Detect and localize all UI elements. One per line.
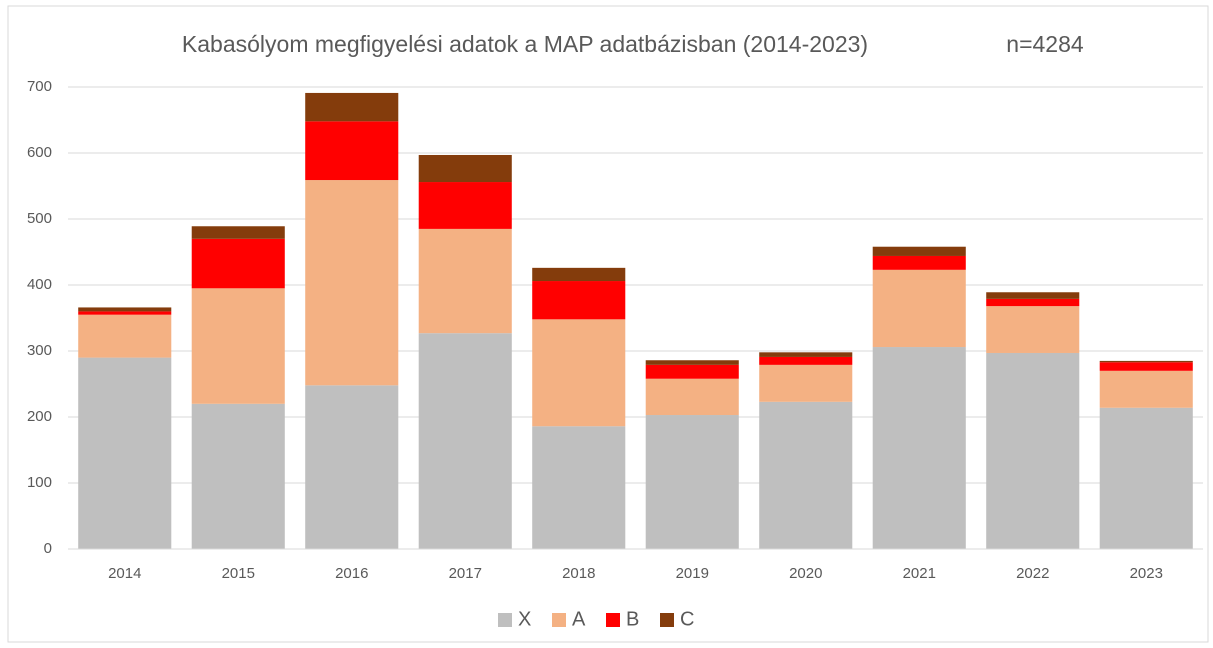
x-tick-label: 2016 (335, 565, 368, 582)
bar-segment (1099, 362, 1193, 371)
bar-segment (305, 121, 399, 181)
y-tick-label: 700 (27, 78, 52, 95)
bar-segment (532, 281, 626, 320)
bar-segment (872, 269, 966, 348)
bar-segment (759, 364, 853, 402)
bar-segment (645, 415, 739, 549)
bar-segment (418, 182, 512, 229)
bar-segment (78, 314, 172, 358)
bar-segment (78, 357, 172, 549)
bar-segment (986, 292, 1080, 299)
legend-swatch (606, 613, 620, 627)
bar-segment (532, 267, 626, 282)
bar-segment (305, 180, 399, 386)
bar-segment (418, 333, 512, 549)
x-tick-label: 2015 (222, 565, 255, 582)
bar-segment (759, 356, 853, 365)
bar-segment (986, 352, 1080, 549)
bar-segment (986, 306, 1080, 353)
bar-segment (1099, 360, 1193, 363)
legend-label: X (518, 608, 531, 630)
bar-segment (305, 92, 399, 122)
bar-segment (872, 255, 966, 270)
bar-segment (986, 298, 1080, 307)
legend-label: A (572, 608, 586, 630)
bar-segment (305, 385, 399, 549)
y-tick-label: 0 (44, 540, 52, 557)
legend-label: B (626, 608, 639, 630)
y-tick-label: 200 (27, 408, 52, 425)
annotation: n=4284 (1006, 31, 1084, 57)
x-tick-label: 2019 (676, 565, 709, 582)
bar-segment (418, 154, 512, 183)
bar-segment (191, 288, 285, 404)
legend-swatch (498, 613, 512, 627)
bar-segment (1099, 407, 1193, 549)
legend-swatch (660, 613, 674, 627)
y-tick-label: 400 (27, 276, 52, 293)
bar-segment (645, 360, 739, 365)
bar-segment (759, 401, 853, 549)
x-tick-label: 2018 (562, 565, 595, 582)
x-tick-label: 2021 (903, 565, 936, 582)
x-tick-label: 2017 (449, 565, 482, 582)
bar-segment (1099, 370, 1193, 408)
y-tick-label: 100 (27, 474, 52, 491)
bar-segment (645, 378, 739, 416)
x-tick-label: 2023 (1130, 565, 1163, 582)
legend-swatch (552, 613, 566, 627)
bar-segment (418, 228, 512, 334)
legend-label: C (680, 608, 694, 630)
bar-segment (78, 307, 172, 312)
y-tick-label: 600 (27, 144, 52, 161)
bar-segment (532, 426, 626, 549)
bar-segment (191, 226, 285, 239)
bar-segment (191, 238, 285, 289)
bar-segment (645, 364, 739, 379)
x-tick-label: 2022 (1016, 565, 1049, 582)
bar-segment (872, 347, 966, 549)
y-tick-label: 300 (27, 342, 52, 359)
chart-title: Kabasólyom megfigyelési adatok a MAP ada… (182, 31, 868, 57)
y-tick-label: 500 (27, 210, 52, 227)
bar-segment (759, 352, 853, 357)
bar-segment (532, 319, 626, 427)
x-tick-label: 2020 (789, 565, 822, 582)
x-tick-label: 2014 (108, 565, 141, 582)
bar-segment (78, 311, 172, 315)
bar-segment (872, 246, 966, 256)
bar-segment (191, 403, 285, 549)
